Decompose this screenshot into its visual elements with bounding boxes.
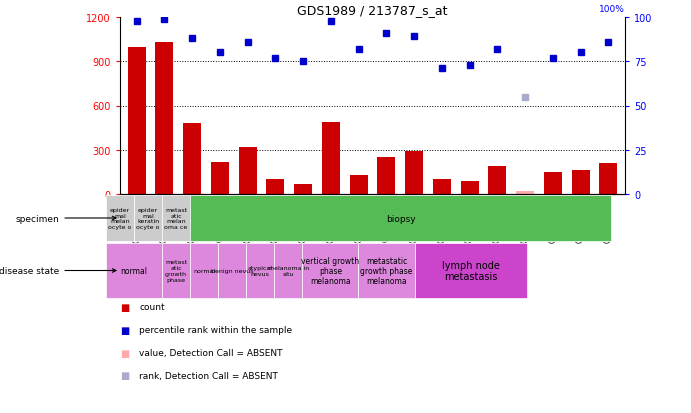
Text: ■: ■ bbox=[120, 302, 129, 312]
Bar bbox=[359, 244, 415, 298]
Text: specimen: specimen bbox=[16, 214, 116, 223]
Bar bbox=[183, 124, 201, 195]
Bar bbox=[211, 162, 229, 195]
Text: benign nevus: benign nevus bbox=[211, 268, 254, 273]
Text: lymph node
metastasis: lymph node metastasis bbox=[442, 260, 500, 282]
Text: disease state: disease state bbox=[0, 266, 116, 275]
Text: count: count bbox=[140, 303, 165, 312]
Bar bbox=[350, 176, 368, 195]
Bar bbox=[433, 180, 451, 195]
Text: rank, Detection Call = ABSENT: rank, Detection Call = ABSENT bbox=[140, 371, 278, 380]
Bar bbox=[322, 122, 340, 195]
Text: normal: normal bbox=[193, 268, 215, 273]
Text: melanoma in
situ: melanoma in situ bbox=[267, 266, 309, 276]
Bar bbox=[106, 244, 162, 298]
Text: biopsy: biopsy bbox=[386, 214, 415, 223]
Bar bbox=[238, 147, 256, 195]
Bar bbox=[405, 152, 423, 195]
Text: epider
mal
melan
ocyte o: epider mal melan ocyte o bbox=[108, 207, 132, 230]
Bar bbox=[544, 173, 562, 195]
Text: percentile rank within the sample: percentile rank within the sample bbox=[140, 325, 292, 335]
Bar bbox=[303, 244, 359, 298]
Bar bbox=[134, 195, 162, 242]
Bar bbox=[266, 180, 285, 195]
Text: epider
mal
keratin
ocyte o: epider mal keratin ocyte o bbox=[136, 207, 160, 230]
Text: 100%: 100% bbox=[599, 5, 625, 14]
Text: metast
atic
growth
phase: metast atic growth phase bbox=[165, 260, 187, 282]
Text: metastatic
growth phase
melanoma: metastatic growth phase melanoma bbox=[360, 256, 413, 286]
Text: normal: normal bbox=[120, 266, 147, 275]
Text: atypical
nevus: atypical nevus bbox=[248, 266, 273, 276]
Bar bbox=[571, 171, 589, 195]
Bar bbox=[377, 158, 395, 195]
Bar bbox=[162, 195, 190, 242]
Bar bbox=[294, 184, 312, 195]
Bar bbox=[190, 195, 611, 242]
Bar bbox=[489, 166, 507, 195]
Text: ■: ■ bbox=[120, 325, 129, 335]
Bar bbox=[218, 244, 246, 298]
Bar bbox=[155, 43, 173, 195]
Bar bbox=[415, 244, 527, 298]
Bar bbox=[461, 181, 479, 195]
Text: ■: ■ bbox=[120, 370, 129, 380]
Bar bbox=[162, 244, 190, 298]
Text: value, Detection Call = ABSENT: value, Detection Call = ABSENT bbox=[140, 348, 283, 357]
Bar bbox=[599, 164, 617, 195]
Bar bbox=[190, 244, 218, 298]
Bar bbox=[516, 192, 534, 195]
Title: GDS1989 / 213787_s_at: GDS1989 / 213787_s_at bbox=[297, 4, 448, 17]
Bar bbox=[246, 244, 274, 298]
Text: ■: ■ bbox=[120, 348, 129, 358]
Bar bbox=[274, 244, 303, 298]
Bar bbox=[128, 47, 146, 195]
Text: vertical growth
phase
melanoma: vertical growth phase melanoma bbox=[301, 256, 359, 286]
Text: metast
atic
melan
oma ce: metast atic melan oma ce bbox=[164, 207, 188, 230]
Bar bbox=[106, 195, 134, 242]
